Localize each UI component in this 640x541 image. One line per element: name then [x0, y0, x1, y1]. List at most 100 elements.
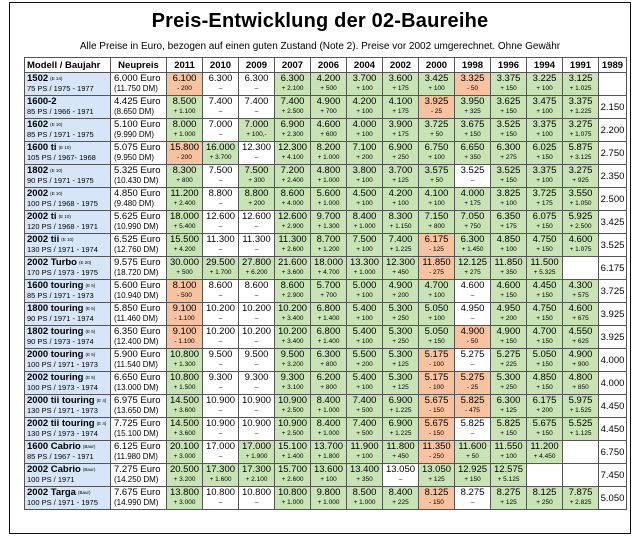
price-change: + 125: [392, 177, 409, 184]
price-cell: 8.275 + 125: [490, 486, 527, 510]
price-1989: 4.450: [598, 394, 627, 418]
price-change: –: [218, 407, 223, 414]
price-cell: 10.800–: [202, 486, 239, 510]
model-note: (E 5): [85, 375, 96, 380]
price-change: –: [470, 315, 475, 322]
price-change: + 2.100: [245, 476, 268, 483]
price-cell: 5.525 + 1.125: [562, 417, 599, 441]
price-value: 3.900: [388, 119, 413, 130]
price-cell: 6.300 + 275: [490, 141, 527, 165]
price-change: - 150: [429, 430, 444, 437]
price-change: + 100: [500, 246, 517, 253]
model-cell: 1800 touring (E 5) 90 PS / 1971 - 1974: [24, 302, 111, 326]
price-change: + 225: [392, 499, 409, 506]
price-value: 3.125: [568, 73, 593, 84]
price-value: 7.400: [280, 96, 305, 107]
price-cell: 8.700 + 1.200: [310, 233, 347, 257]
price-cell: 11.850- 275: [418, 256, 455, 280]
price-cell: 10.900–: [202, 394, 239, 418]
price-change: + 100: [428, 315, 445, 322]
price-value: 8.600: [208, 280, 233, 291]
model-details: 100 PS / 1971 - 1973: [27, 360, 98, 369]
price-change: + 750: [464, 223, 481, 230]
price-change: + 1.125: [569, 430, 592, 437]
price-change: + 800: [176, 177, 193, 184]
price-change: + 150: [500, 108, 517, 115]
price-change: + 6.200: [245, 269, 268, 276]
model-note: (Baur): [82, 467, 96, 472]
neupreis-dm: (9.480 DM): [114, 199, 155, 208]
neupreis-euro: 5.600 Euro: [114, 280, 161, 291]
page-frame: [9, 2, 631, 534]
price-value: 8.300: [172, 165, 197, 176]
price-1989: 3.725: [598, 279, 627, 303]
price-cell: 7.400 + 2.500: [274, 95, 311, 119]
price-value: 3.575: [424, 165, 449, 176]
price-change: + 225: [500, 361, 517, 368]
model-name-text: 2000 tii touring: [27, 395, 95, 407]
price-change: –: [470, 361, 475, 368]
price-cell: 8.300 + 800: [166, 164, 203, 188]
neupreis-cell: 9.575 Euro (18.720 DM): [110, 256, 167, 280]
column-header-1994: 1994: [526, 57, 563, 73]
price-value: 9.800: [316, 487, 341, 498]
price-change: –: [218, 499, 223, 506]
price-cell: 10.900–: [202, 417, 239, 441]
price-change: + 150: [536, 384, 553, 391]
table-row: 2002 ti (E 10) 120 PS / 1968 - 1971 5.625 E…: [24, 210, 627, 234]
price-cell: 4.700 + 100: [418, 279, 455, 303]
price-change: + 250: [392, 338, 409, 345]
neupreis-cell: 6.975 Euro (13.650 DM): [110, 394, 167, 418]
price-cell: 3.625 + 150: [490, 95, 527, 119]
price-value: 8.400: [388, 487, 413, 498]
model-details: 130 PS / 1971 - 1974: [27, 245, 98, 254]
price-change: - 200: [177, 85, 192, 92]
price-cell: 3.950 + 325: [454, 95, 491, 119]
neupreis-euro: 5.900 Euro: [114, 349, 161, 360]
price-cell: 27.800 + 6.200: [238, 256, 275, 280]
model-name: 2002 touring (E 5): [27, 373, 110, 384]
price-cell: 12.300–: [238, 141, 275, 165]
price-value: 5.275: [460, 372, 485, 383]
neupreis-dm: (13.000 DM): [114, 383, 159, 392]
price-value: 8.275: [496, 487, 521, 498]
price-change: –: [470, 499, 475, 506]
price-cell: 4.600 + 600: [310, 118, 347, 142]
price-1989: 7.450: [598, 463, 627, 487]
price-change: + 1.000: [317, 200, 340, 207]
price-1989: 4.000: [598, 348, 627, 372]
price-value: 5.875: [568, 142, 593, 153]
price-value: 11.550: [494, 441, 523, 452]
price-cell: 6.900 + 250: [382, 141, 419, 165]
neupreis-euro: 7.675 Euro: [114, 487, 161, 498]
price-value: 10.800: [277, 487, 308, 498]
price-change: –: [218, 177, 223, 184]
neupreis-cell: 6.000 Euro (11.750 DM): [110, 72, 167, 96]
price-cell: 10.900 + 2.500: [274, 394, 311, 418]
price-cell: 3.325- 50: [454, 72, 491, 96]
price-value: 14.500: [169, 418, 200, 429]
table-row: 1602 (E 10) 85 PS / 1971 - 1975 5.100 Euro(…: [24, 118, 627, 142]
price-cell: 8.400 + 1.000: [310, 417, 347, 441]
price-cell: 17.300 + 1.600: [202, 463, 239, 487]
price-value: 4.200: [316, 73, 341, 84]
price-cell: 15.100 + 1.400: [274, 440, 311, 464]
price-cell: 8.500 + 1.000: [346, 486, 383, 510]
price-cell: 7.500 + 100: [346, 233, 383, 257]
price-change: + 1.000: [281, 499, 304, 506]
price-cell: 30.000 + 500: [166, 256, 203, 280]
page-title: Preis-Entwicklung der 02-Baureihe: [151, 10, 489, 32]
price-cell: 10.800 + 1.300: [166, 348, 203, 372]
price-value: 12.600: [205, 211, 236, 222]
price-value: 4.700: [424, 280, 449, 291]
price-cell: 17.000 + 1.900: [238, 440, 275, 464]
price-change: –: [218, 361, 223, 368]
price-cell: 15.800- 200: [166, 141, 203, 165]
price-value: 9.300: [208, 372, 233, 383]
model-cell: 2002 tii touring (E 4) 130 PS / 1973 - 197…: [24, 417, 111, 441]
price-change: + 200: [248, 200, 265, 207]
price-change: + 1.000: [317, 430, 340, 437]
price-cell: 6.025 + 150: [526, 141, 563, 165]
price-cell: 4.850 + 150: [526, 371, 563, 395]
neupreis-dm: (13.650 DM): [114, 406, 159, 415]
